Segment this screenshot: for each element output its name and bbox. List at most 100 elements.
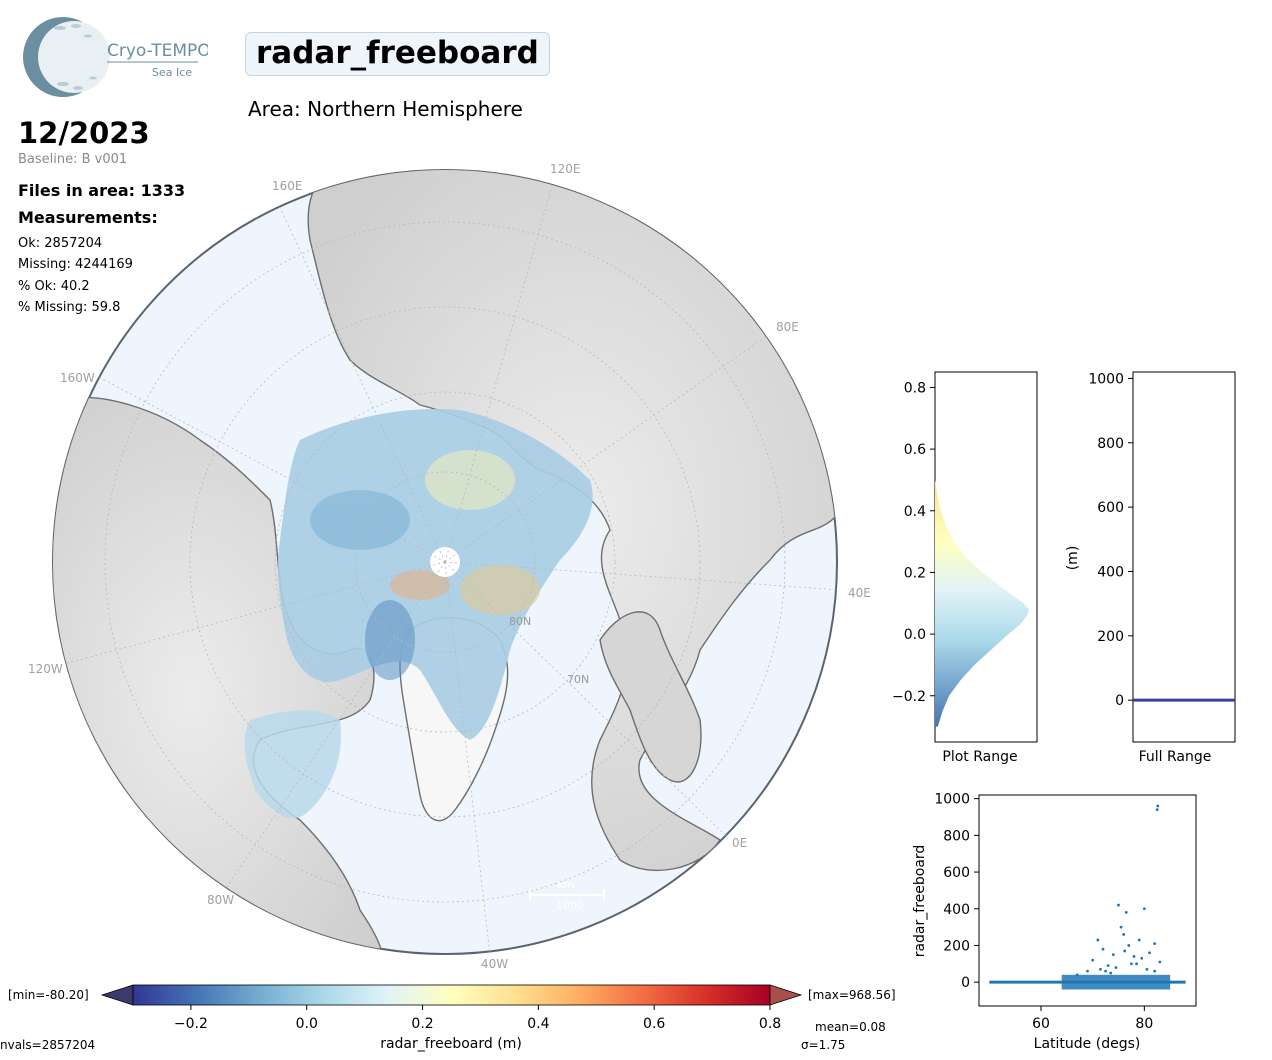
stat-percent-ok: % Ok: 40.2 bbox=[18, 279, 90, 294]
histogram-tick-label: 0.2 bbox=[904, 565, 926, 581]
full-range-y-axis: 0 200 400 600 800 1000 bbox=[1088, 371, 1133, 709]
scatter-x-tick-label: 80 bbox=[1135, 1016, 1153, 1032]
lon-label-160e: 160E bbox=[272, 179, 303, 193]
date-label: 12/2023 bbox=[18, 116, 150, 150]
lon-label-80w: 80W bbox=[207, 893, 234, 907]
land-scandinavia bbox=[599, 611, 702, 783]
scatter-point bbox=[1140, 956, 1144, 960]
lon-label-0e: 0E bbox=[732, 836, 747, 850]
scatter-point bbox=[1106, 964, 1110, 968]
scatter-plot: 0 200 400 600 800 1000 60 80 Latitude (degs) ra… bbox=[912, 792, 1197, 1052]
graticule bbox=[59, 175, 837, 954]
scatter-y-tick-label: 200 bbox=[943, 938, 970, 954]
colorbar-tick-label: 0.6 bbox=[643, 1016, 665, 1032]
histogram-area bbox=[935, 479, 1029, 727]
scatter-point bbox=[1091, 958, 1095, 962]
stat-percent-missing: % Missing: 59.8 bbox=[18, 300, 121, 315]
histogram-tick-label: 0.4 bbox=[904, 504, 926, 520]
histogram-xlabel: Plot Range bbox=[942, 749, 1017, 765]
scale-bar bbox=[529, 889, 605, 900]
cryo-tempo-logo: Cryo-TEMPO Sea Ice bbox=[23, 17, 208, 97]
scatter-point bbox=[1158, 960, 1162, 964]
scatter-point bbox=[1148, 951, 1151, 955]
scatter-x-tick-label: 60 bbox=[1032, 1016, 1050, 1032]
scatter-point bbox=[1075, 973, 1079, 977]
full-range-plot: 0 200 400 600 800 1000 (m) Full Range bbox=[1065, 371, 1236, 765]
lon-label-40w: 40W bbox=[481, 957, 508, 971]
scatter-point bbox=[1137, 938, 1141, 942]
stat-missing: Missing: 4244169 bbox=[18, 257, 133, 272]
colorbar: −0.2 0.0 0.2 0.4 0.6 0.8 radar_freeboard (m) … bbox=[0, 984, 896, 1052]
scatter-xlabel: Latitude (degs) bbox=[1034, 1036, 1141, 1052]
scatter-point bbox=[1145, 967, 1149, 971]
full-range-tick-label: 0 bbox=[1115, 693, 1124, 709]
scatter-point bbox=[1122, 933, 1126, 936]
polar-map: 160E 120E 80E 40E 0E 40W 80W 120W 160W 8… bbox=[28, 162, 871, 971]
histogram-tick-label: 0.0 bbox=[904, 627, 926, 643]
scatter-point bbox=[1155, 808, 1159, 812]
scatter-point bbox=[1156, 804, 1160, 808]
scatter-y-tick-label: 0 bbox=[961, 975, 970, 991]
scatter-y-tick-label: 1000 bbox=[934, 792, 970, 808]
colorbar-tick-label: −0.2 bbox=[174, 1016, 208, 1032]
scatter-point bbox=[1114, 966, 1118, 969]
full-range-tick-label: 600 bbox=[1097, 500, 1124, 516]
scatter-point bbox=[1124, 911, 1128, 914]
scatter-y-tick-label: 800 bbox=[943, 828, 970, 844]
logo-title: Cryo-TEMPO bbox=[107, 41, 208, 61]
colorbar-min-label: [min=-80.20] bbox=[8, 988, 89, 1002]
histogram-tick-label: 0.8 bbox=[904, 380, 926, 396]
histogram-y-axis: −0.2 0.0 0.2 0.4 0.6 0.8 bbox=[892, 380, 935, 705]
scatter-point bbox=[1109, 971, 1113, 975]
scatter-point bbox=[1135, 962, 1138, 966]
sigma-label: σ=1.75 bbox=[801, 1038, 845, 1052]
histogram-plot-range: −0.2 0.0 0.2 0.4 0.6 0.8 Plot Range bbox=[892, 371, 1038, 765]
scatter-point bbox=[1086, 969, 1089, 973]
lon-label-160w: 160W bbox=[60, 371, 95, 385]
full-range-tick-label: 800 bbox=[1097, 436, 1124, 452]
sea-ice-texture bbox=[310, 450, 540, 680]
logo-subtitle: Sea Ice bbox=[152, 66, 192, 79]
colorbar-ticks: −0.2 0.0 0.2 0.4 0.6 0.8 bbox=[174, 1005, 781, 1032]
lat-label-80n: 80N bbox=[509, 615, 531, 628]
scatter-y-tick-label: 600 bbox=[943, 865, 970, 881]
measurements-heading: Measurements: bbox=[18, 208, 158, 227]
scatter-point bbox=[1117, 903, 1120, 907]
lat-label-70n: 70N bbox=[567, 673, 589, 686]
full-range-xlabel: Full Range bbox=[1139, 749, 1212, 765]
scatter-dense-band bbox=[989, 974, 1186, 990]
scatter-band-spread bbox=[1061, 974, 1171, 990]
mean-label: mean=0.08 bbox=[815, 1020, 886, 1034]
colorbar-tick-label: 0.2 bbox=[411, 1016, 433, 1032]
full-range-tick-label: 1000 bbox=[1088, 371, 1124, 387]
lon-label-40e: 40E bbox=[848, 586, 871, 600]
scatter-point bbox=[1101, 947, 1105, 951]
colorbar-max-extension bbox=[769, 984, 803, 1006]
nvals-label: nvals=2857204 bbox=[0, 1038, 95, 1052]
colorbar-max-label: [max=968.56] bbox=[808, 988, 896, 1002]
scale-value: 1000 bbox=[556, 899, 584, 912]
full-range-tick-label: 400 bbox=[1097, 564, 1124, 580]
scatter-ylabel: radar_freeboard bbox=[912, 845, 928, 958]
histogram-tick-label: 0.6 bbox=[904, 442, 926, 458]
scatter-point bbox=[1132, 955, 1136, 958]
colorbar-tick-label: 0.0 bbox=[296, 1016, 318, 1032]
histogram-tick-label: −0.2 bbox=[892, 689, 926, 705]
scale-unit: km bbox=[557, 878, 574, 891]
scatter-point bbox=[1111, 953, 1115, 957]
colorbar-min-extension bbox=[100, 984, 134, 1006]
scatter-point bbox=[1099, 967, 1102, 971]
scatter-point bbox=[1119, 925, 1123, 929]
scatter-point bbox=[1153, 942, 1157, 946]
scatter-point bbox=[1130, 962, 1133, 966]
scatter-point bbox=[1104, 969, 1107, 973]
scatter-point bbox=[1153, 969, 1157, 973]
lon-label-120w: 120W bbox=[28, 662, 63, 676]
scatter-y-tick-label: 400 bbox=[943, 902, 970, 918]
variable-title: radar_freeboard bbox=[245, 32, 550, 76]
full-range-ylabel: (m) bbox=[1065, 546, 1081, 571]
lon-label-120e: 120E bbox=[550, 162, 581, 176]
lon-label-80e: 80E bbox=[776, 320, 799, 334]
colorbar-gradient bbox=[132, 984, 771, 1006]
full-range-tick-label: 200 bbox=[1097, 629, 1124, 645]
